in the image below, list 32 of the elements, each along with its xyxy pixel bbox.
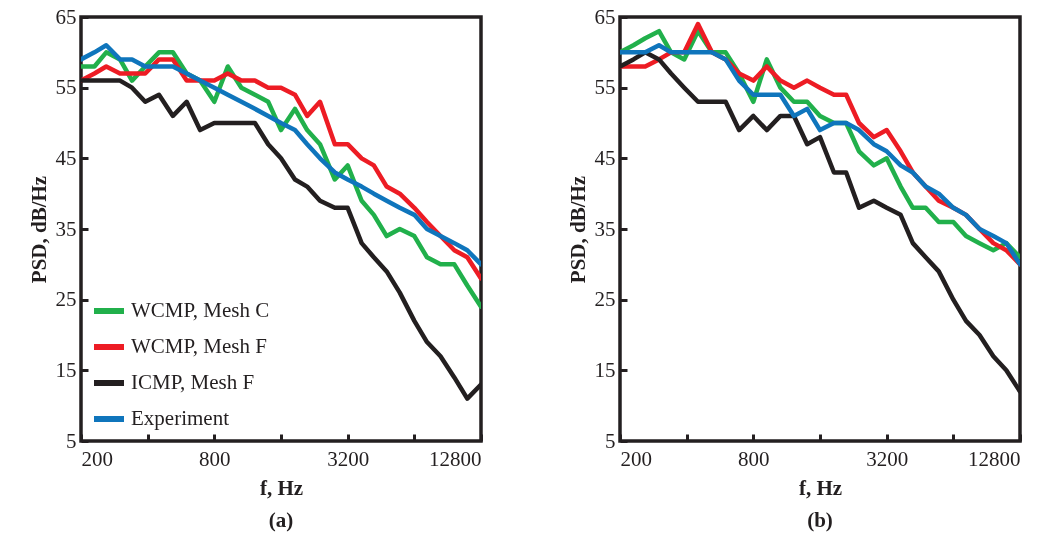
- y-axis-title: PSD, dB/Hz: [565, 175, 590, 284]
- x-tick-label: 800: [199, 446, 231, 471]
- x-tick-label: 3200: [327, 446, 370, 471]
- x-tick-label: 12800: [429, 446, 482, 471]
- x-tick-label: 3200: [866, 446, 909, 471]
- x-tick-label: 200: [81, 446, 113, 471]
- legend-label: Experiment: [131, 406, 230, 430]
- x-tick-label: 12800: [968, 446, 1021, 471]
- y-tick-label: 35: [594, 216, 616, 241]
- x-axis-title: f, Hz: [259, 475, 304, 500]
- y-tick-label: 55: [55, 75, 77, 100]
- y-axis-title: PSD, dB/Hz: [26, 175, 51, 284]
- x-tick-label: 200: [620, 446, 652, 471]
- legend-label: ICMP, Mesh F: [131, 370, 255, 394]
- legend-label: WCMP, Mesh C: [131, 298, 270, 322]
- y-tick-label: 45: [55, 145, 77, 170]
- text: (a): [268, 508, 294, 532]
- y-tick-label: 15: [55, 357, 77, 382]
- text: (b): [807, 508, 833, 532]
- y-tick-label: 25: [594, 287, 616, 312]
- y-tick-label: 45: [594, 145, 616, 170]
- y-tick-label: 55: [594, 75, 616, 100]
- y-tick-label: 65: [594, 4, 616, 29]
- y-tick-label: 25: [55, 287, 77, 312]
- x-tick-label: 800: [738, 446, 770, 471]
- y-tick-label: 35: [55, 216, 77, 241]
- y-tick-label: 65: [55, 4, 77, 29]
- y-tick-label: 15: [594, 357, 616, 382]
- y-tick-label: 5: [605, 428, 616, 453]
- y-tick-label: 5: [66, 428, 77, 453]
- legend-label: WCMP, Mesh F: [131, 334, 267, 358]
- x-axis-title: f, Hz: [798, 475, 843, 500]
